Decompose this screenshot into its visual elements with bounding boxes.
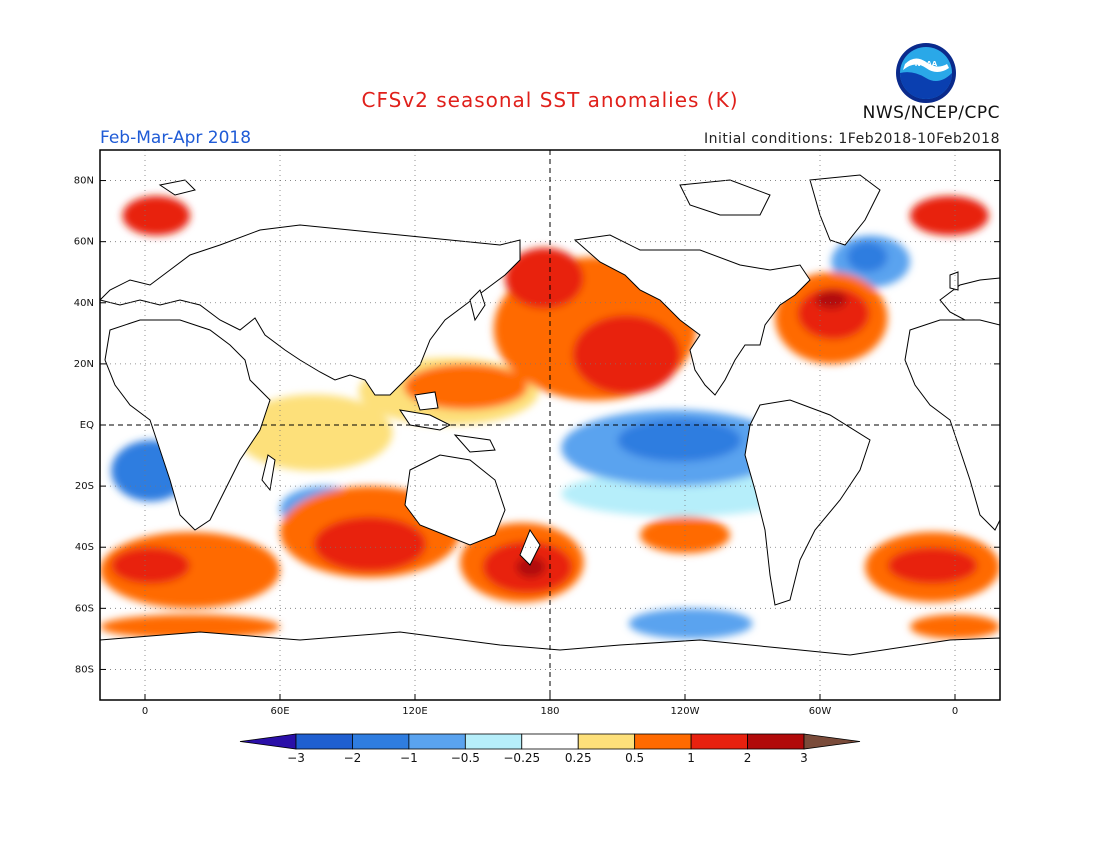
lat-tick-label: 60N [74, 237, 94, 248]
colorbar-label: −0.25 [503, 751, 540, 765]
land-uk [949, 271, 959, 291]
anomaly-region [111, 547, 190, 584]
lat-tick-label: 40S [75, 542, 94, 553]
lon-tick-label: 180 [540, 706, 559, 717]
lat-tick-label: 20S [75, 481, 94, 492]
anomaly-region [505, 247, 584, 309]
colorbar-bin [408, 733, 466, 750]
anomaly-region [887, 547, 978, 584]
lon-tick-label: 0 [952, 706, 958, 717]
land-svalbard [158, 179, 196, 196]
colorbar: −3 −2 −1 −0.5 −0.25 0.25 0.5 1 2 3 [239, 733, 861, 765]
land-africa [104, 319, 271, 531]
map-axes: 80N 60N 40N 20N EQ 20S 40S 60S 80S 0 60E 120E 180 120… [74, 176, 1000, 717]
colorbar-bin [521, 733, 579, 750]
forecast-period: Feb-Mar-Apr 2018 [100, 128, 252, 148]
land-north-america [573, 234, 811, 396]
lat-tick-label: 60S [75, 603, 94, 614]
colorbar-bin [352, 733, 410, 750]
anomaly-region [628, 608, 753, 639]
lon-tick-label: 120W [671, 706, 700, 717]
anomaly-region [847, 241, 888, 273]
land-eurasia [100, 224, 521, 396]
svg-text:NOAA: NOAA [915, 60, 938, 68]
land-south-america [744, 399, 871, 606]
land-australia [404, 454, 506, 546]
land-africa-wrap [904, 319, 1000, 531]
initial-conditions: Initial conditions: 1Feb2018-10Feb2018 [704, 131, 1000, 147]
colorbar-label: 2 [744, 751, 752, 765]
land-arctic-canada [679, 179, 771, 216]
anomaly-region [910, 614, 1000, 639]
land-madagascar [261, 454, 276, 492]
anomaly-region [617, 418, 742, 462]
colorbar-label: −3 [287, 751, 305, 765]
lon-tick-label: 60E [270, 706, 289, 717]
land-japan [469, 289, 486, 322]
land-greenland [809, 174, 881, 246]
lat-tick-label: EQ [80, 420, 94, 431]
colorbar-label: 1 [687, 751, 695, 765]
anomaly-region [910, 195, 989, 236]
colorbar-label: −0.5 [451, 751, 480, 765]
colorbar-min-extend [239, 733, 297, 750]
colorbar-bin [577, 733, 636, 750]
lat-tick-label: 20N [74, 359, 94, 370]
anomaly-region [815, 290, 847, 309]
colorbar-label: −2 [344, 751, 362, 765]
lat-tick-label: 40N [74, 298, 94, 309]
colorbar-bin [295, 733, 353, 750]
graticule [100, 150, 1000, 700]
colorbar-bin [747, 733, 805, 750]
chart-title: CFSv2 seasonal SST anomalies (K) [361, 88, 739, 112]
colorbar-label: 0.25 [565, 751, 592, 765]
noaa-logo-icon: NOAA [896, 43, 956, 103]
anomaly-region [561, 470, 798, 517]
lat-tick-label: 80S [75, 664, 94, 675]
colorbar-label: −1 [400, 751, 418, 765]
lon-tick-label: 120E [402, 706, 427, 717]
anomaly-region [235, 394, 393, 471]
colorbar-max-extend [803, 733, 861, 750]
anomaly-region [572, 315, 681, 395]
colorbar-bin [690, 733, 748, 750]
agency-label: NWS/NCEP/CPC [862, 103, 1000, 123]
colorbar-bin [464, 733, 523, 750]
lat-tick-label: 80N [74, 176, 94, 187]
colorbar-label: 3 [800, 751, 808, 765]
lon-tick-label: 0 [142, 706, 148, 717]
lon-tick-label: 60W [809, 706, 832, 717]
land-new-guinea [453, 434, 496, 453]
colorbar-bin [634, 733, 692, 750]
colorbar-label: 0.5 [625, 751, 644, 765]
anomaly-region [797, 287, 870, 340]
anomaly-region [313, 516, 427, 572]
anomaly-region [122, 195, 190, 236]
land-borneo [414, 391, 439, 411]
anomaly-region [516, 556, 546, 578]
